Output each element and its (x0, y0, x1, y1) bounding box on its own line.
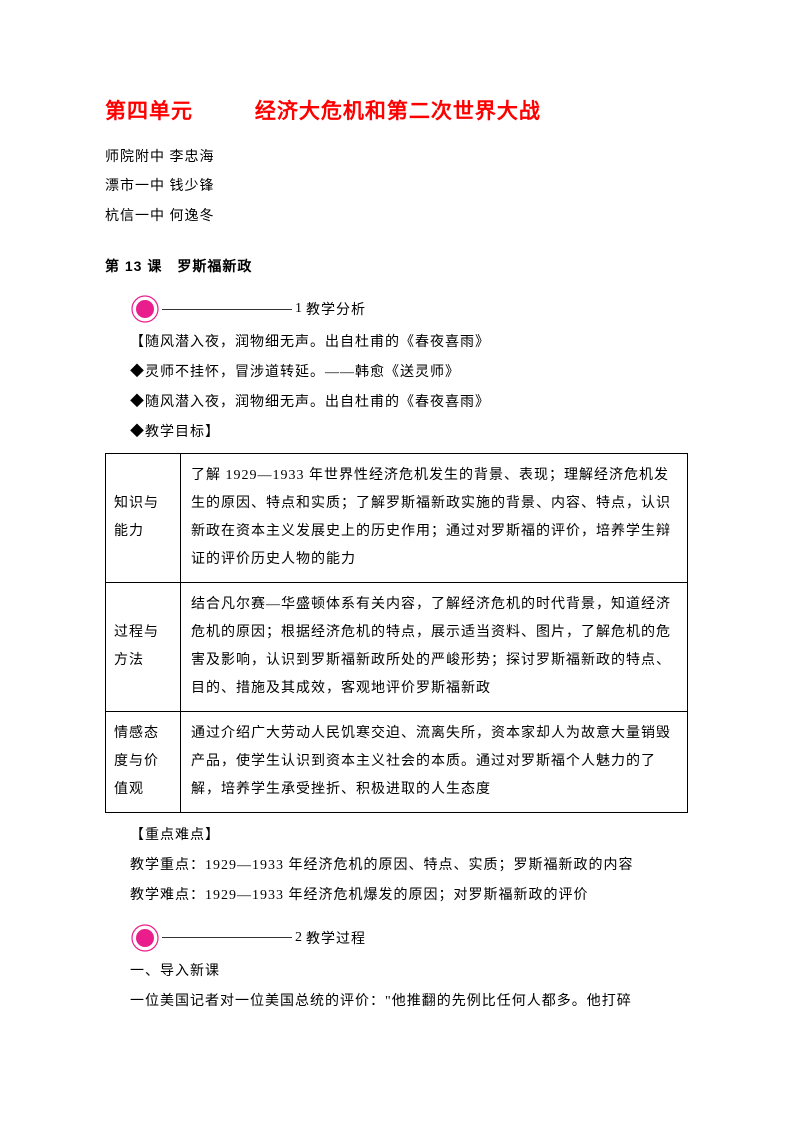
intro-head: 一、导入新课 (130, 957, 688, 987)
intro-block: 一、导入新课 一位美国记者对一位美国总统的评价："他推翻的先例比任何人都多。他打… (130, 957, 688, 1017)
row-label: 知识与能力 (106, 453, 181, 582)
author-line: 杭信一中 何逸冬 (105, 202, 688, 231)
lesson-title: 第 13 课 罗斯福新政 (105, 256, 688, 276)
objectives-table: 知识与能力 了解 1929—1933 年世界性经济危机发生的背景、表现；理解经济… (105, 453, 688, 813)
quote-block: 【随风潜入夜，润物细无声。出自杜甫的《春夜喜雨》 ◆灵师不挂怀，冒涉道转延。——… (130, 328, 688, 448)
row-label: 情感态度与价值观 (106, 711, 181, 812)
marker-line (162, 937, 292, 938)
unit-title: 第四单元 经济大危机和第二次世界大战 (105, 95, 688, 125)
section-marker-1: 1 教学分析 (130, 294, 688, 324)
quote-line: 【随风潜入夜，润物细无声。出自杜甫的《春夜喜雨》 (130, 328, 688, 358)
table-row: 情感态度与价值观 通过介绍广大劳动人民饥寒交迫、流离失所，资本家却人为故意大量销… (106, 711, 688, 812)
section-number: 2 (295, 930, 303, 946)
focus-block: 【重点难点】 教学重点：1929—1933 年经济危机的原因、特点、实质；罗斯福… (130, 821, 688, 911)
table-row: 知识与能力 了解 1929—1933 年世界性经济危机发生的背景、表现；理解经济… (106, 453, 688, 582)
focus-line: 教学重点：1929—1933 年经济危机的原因、特点、实质；罗斯福新政的内容 (130, 851, 688, 881)
circle-icon (130, 923, 160, 953)
focus-heading: 【重点难点】 (130, 821, 688, 851)
table-row: 过程与方法 结合凡尔赛—华盛顿体系有关内容，了解经济危机的时代背景，知道经济危机… (106, 582, 688, 711)
row-label: 过程与方法 (106, 582, 181, 711)
unit-label: 第四单元 (105, 95, 193, 125)
quote-line: ◆随风潜入夜，润物细无声。出自杜甫的《春夜喜雨》 (130, 388, 688, 418)
circle-icon (130, 294, 160, 324)
focus-line: 教学难点：1929—1933 年经济危机爆发的原因；对罗斯福新政的评价 (130, 881, 688, 911)
row-content: 通过介绍广大劳动人民饥寒交迫、流离失所，资本家却人为故意大量销毁产品，使学生认识… (181, 711, 688, 812)
quote-line: ◆灵师不挂怀，冒涉道转延。——韩愈《送灵师》 (130, 358, 688, 388)
authors-block: 师院附中 李忠海 漂市一中 钱少锋 杭信一中 何逸冬 (105, 143, 688, 231)
marker-line (162, 309, 292, 310)
section-name: 教学分析 (306, 299, 366, 319)
section-name: 教学过程 (306, 928, 366, 948)
intro-body: 一位美国记者对一位美国总统的评价："他推翻的先例比任何人都多。他打碎 (130, 987, 688, 1017)
author-line: 师院附中 李忠海 (105, 143, 688, 172)
section-marker-2: 2 教学过程 (130, 923, 688, 953)
author-line: 漂市一中 钱少锋 (105, 172, 688, 201)
section-number: 1 (295, 301, 303, 317)
unit-name: 经济大危机和第二次世界大战 (255, 95, 541, 125)
row-content: 结合凡尔赛—华盛顿体系有关内容，了解经济危机的时代背景，知道经济危机的原因；根据… (181, 582, 688, 711)
row-content: 了解 1929—1933 年世界性经济危机发生的背景、表现；理解经济危机发生的原… (181, 453, 688, 582)
quote-line: ◆教学目标】 (130, 418, 688, 448)
